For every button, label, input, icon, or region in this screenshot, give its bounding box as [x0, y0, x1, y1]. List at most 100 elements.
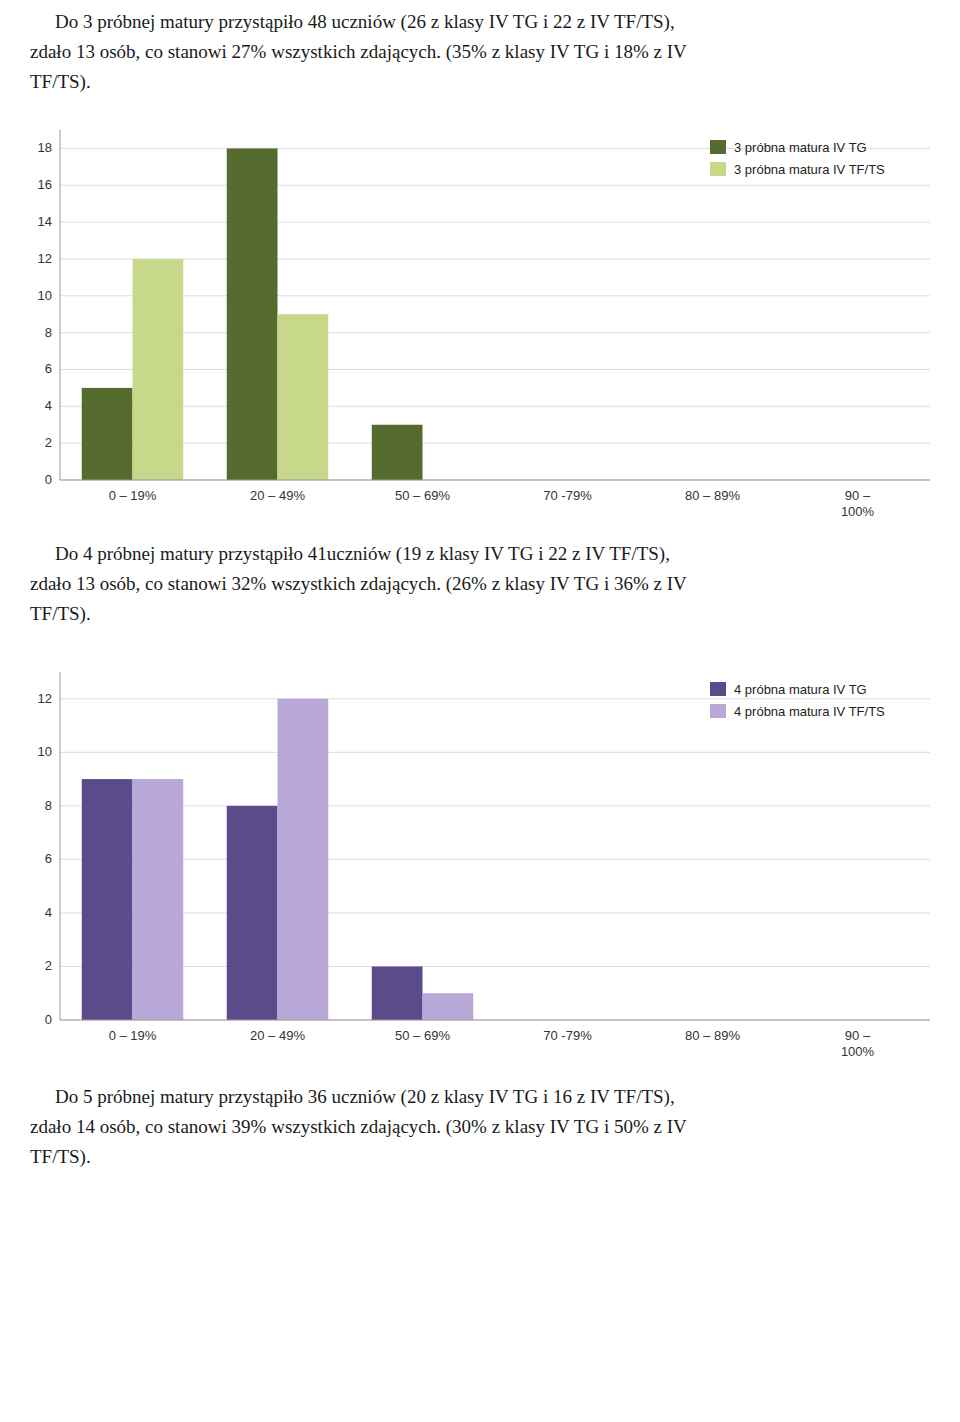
y-tick-label: 8: [45, 798, 52, 813]
page: Do 3 próbnej matury przystąpiło 48 uczni…: [0, 0, 960, 1422]
paragraph-line: TF/TS).: [30, 1146, 91, 1168]
bar: [278, 699, 329, 1020]
y-tick-label: 6: [45, 361, 52, 376]
y-tick-label: 8: [45, 325, 52, 340]
y-tick-label: 6: [45, 851, 52, 866]
legend-label: 4 próbna matura IV TG: [734, 682, 867, 697]
legend-label: 3 próbna matura IV TF/TS: [734, 162, 885, 177]
grid-line: [60, 258, 930, 259]
bar: [82, 388, 133, 480]
y-tick-label: 2: [45, 435, 52, 450]
x-tick-label-line: 100%: [841, 1044, 875, 1059]
y-tick-label: 0: [45, 1012, 52, 1027]
paragraph-line: Do 5 próbnej matury przystąpiło 36 uczni…: [55, 1086, 675, 1108]
grid-line: [60, 805, 930, 806]
x-tick-label: 50 – 69%: [395, 488, 450, 503]
chart: Do 4 próbnej matury przystąpiło 41ucznió…: [30, 543, 930, 1168]
paragraph-line: zdało 13 osób, co stanowi 32% wszystkich…: [30, 573, 687, 595]
x-tick-label: 70 -79%: [543, 1028, 592, 1043]
y-tick-label: 16: [38, 177, 52, 192]
x-axis-line: [60, 480, 930, 481]
bar: [133, 259, 184, 480]
x-axis: 0 – 19% 20 – 49% 50 – 69% 70 -79% 80 – 89% 90…: [60, 480, 930, 519]
y-tick-label: 2: [45, 958, 52, 973]
x-axis-line: [60, 1020, 930, 1021]
grid-line: [60, 966, 930, 967]
legend: 4 próbna matura IV TG 4 próbna matura IV …: [710, 682, 885, 719]
x-tick-label: 0 – 19%: [109, 488, 157, 503]
x-tick-label-line: 80 – 89%: [685, 1028, 740, 1043]
y-axis: 0 2 4 6 8 10 12: [38, 672, 930, 1027]
legend-swatch: [710, 704, 726, 718]
y-tick-label: 10: [38, 288, 52, 303]
grid-line: [60, 222, 930, 223]
x-tick-label-line: 80 – 89%: [685, 488, 740, 503]
bar: [423, 993, 474, 1020]
grid-line: [60, 406, 930, 407]
paragraph-line: zdało 14 osób, co stanowi 39% wszystkich…: [30, 1116, 687, 1138]
y-tick-label: 4: [45, 905, 52, 920]
y-axis-line: [60, 130, 61, 480]
legend-label: 4 próbna matura IV TF/TS: [734, 704, 885, 719]
x-tick-label: 20 – 49%: [250, 1028, 305, 1043]
bars: [82, 148, 423, 480]
grid-line: [60, 369, 930, 370]
grid-line: [60, 480, 930, 481]
x-tick-label-line: 100%: [841, 504, 875, 519]
grid-line: [60, 859, 930, 860]
x-tick-label: 90 –100%: [841, 1028, 875, 1059]
grid-line: [60, 185, 930, 186]
legend: 3 próbna matura IV TG 3 próbna matura IV …: [710, 140, 885, 177]
x-tick-label-line: 90 –: [845, 1028, 871, 1043]
x-tick-label: 90 –100%: [841, 488, 875, 519]
bar: [133, 779, 184, 1020]
grid-line: [60, 443, 930, 444]
grid-line: [60, 912, 930, 913]
paragraph-line: TF/TS).: [30, 71, 91, 93]
y-axis: 024681012141618: [38, 130, 930, 487]
y-tick-label: 12: [38, 691, 52, 706]
x-tick-label-line: 50 – 69%: [395, 488, 450, 503]
legend-swatch: [710, 140, 726, 154]
grid-line: [60, 698, 930, 699]
bar: [227, 148, 278, 480]
paragraph-line: zdało 13 osób, co stanowi 27% wszystkich…: [30, 41, 687, 63]
x-tick-label-line: 70 -79%: [543, 488, 592, 503]
bar: [372, 425, 423, 480]
grid-line: [60, 332, 930, 333]
grid-line: [60, 295, 930, 296]
x-tick-label-line: 70 -79%: [543, 1028, 592, 1043]
legend-swatch: [710, 162, 726, 176]
y-tick-label: 14: [38, 214, 52, 229]
y-tick-label: 12: [38, 251, 52, 266]
x-tick-label-line: 50 – 69%: [395, 1028, 450, 1043]
bar: [82, 779, 133, 1020]
x-tick-label: 80 – 89%: [685, 1028, 740, 1043]
bars: [82, 699, 474, 1020]
y-tick-label: 10: [38, 744, 52, 759]
x-tick-label-line: 20 – 49%: [250, 1028, 305, 1043]
x-tick-label: 0 – 19%: [109, 1028, 157, 1043]
legend-label: 3 próbna matura IV TG: [734, 140, 867, 155]
x-tick-label: 70 -79%: [543, 488, 592, 503]
chart: Do 3 próbnej matury przystąpiło 48 uczni…: [30, 11, 930, 519]
x-tick-label-line: 0 – 19%: [109, 488, 157, 503]
x-tick-label-line: 90 –: [845, 488, 871, 503]
x-tick-label: 50 – 69%: [395, 1028, 450, 1043]
paragraph-line: Do 4 próbnej matury przystąpiło 41ucznió…: [55, 543, 670, 565]
paragraph-line: Do 3 próbnej matury przystąpiło 48 uczni…: [55, 11, 675, 33]
y-tick-label: 4: [45, 398, 52, 413]
x-tick-label: 20 – 49%: [250, 488, 305, 503]
bar: [278, 314, 329, 480]
legend-swatch: [710, 682, 726, 696]
x-tick-label: 80 – 89%: [685, 488, 740, 503]
grid-line: [60, 752, 930, 753]
x-tick-label-line: 20 – 49%: [250, 488, 305, 503]
bar: [227, 806, 278, 1020]
y-axis-line: [60, 672, 61, 1020]
x-tick-label-line: 0 – 19%: [109, 1028, 157, 1043]
grid-line: [60, 1020, 930, 1021]
x-axis: 0 – 19% 20 – 49% 50 – 69% 70 -79% 80 – 89% 90…: [60, 1020, 930, 1059]
bar: [372, 966, 423, 1020]
y-tick-label: 18: [38, 140, 52, 155]
